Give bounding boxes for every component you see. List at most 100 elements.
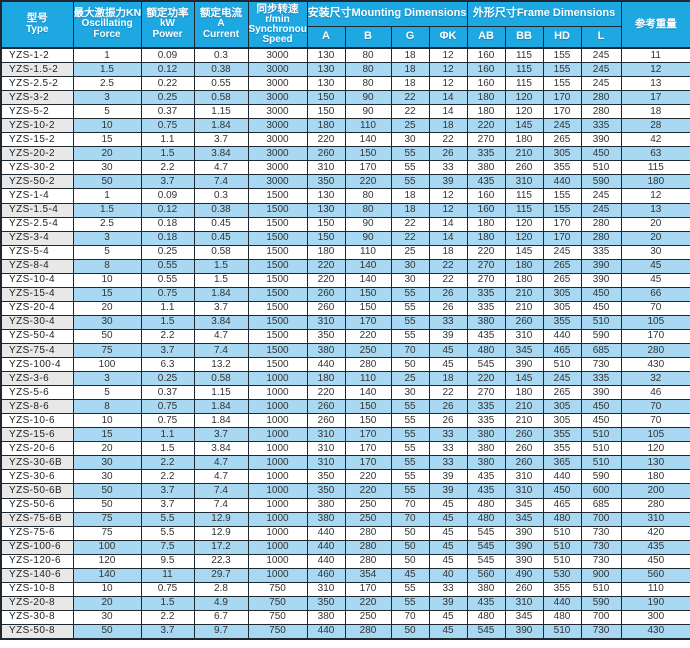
cell-value: 490 (504, 567, 544, 583)
cell-value: 435 (466, 595, 506, 611)
cell-value: 42 (620, 132, 690, 148)
cell-type: YZS-75-4 (0, 342, 74, 359)
cell-value: 30 (72, 469, 142, 485)
cell-value: 0.3 (193, 188, 249, 204)
cell-value: 345 (504, 609, 544, 625)
cell-value: 26 (428, 413, 468, 429)
cell-value: 365 (542, 455, 582, 471)
cell-value: 150 (344, 286, 392, 302)
cell-value: 1.84 (193, 399, 249, 415)
cell-value: 1000 (247, 399, 308, 415)
cell-type: YZS-3-4 (0, 230, 74, 246)
cell-value: 220 (306, 132, 346, 148)
cell-value: 3.7 (140, 623, 195, 640)
cell-value: 55 (390, 146, 430, 162)
cell-value: 22 (428, 132, 468, 148)
cell-value: 900 (580, 567, 622, 583)
cell-value: 3000 (247, 62, 308, 78)
cell-value: 12 (428, 76, 468, 92)
cell-value: 130 (306, 76, 346, 92)
cell-value: 180 (466, 230, 506, 246)
cell-value: 1500 (247, 300, 308, 316)
cell-value: 3 (72, 90, 142, 106)
cell-value: 180 (504, 385, 544, 401)
table-row: YZS-1-2 1 0.09 0.3 3000 130 80 18 12 160 115 155 245… (0, 47, 690, 64)
cell-value: 265 (542, 258, 582, 274)
header-current: 额定电流 A Current (193, 0, 249, 49)
cell-value: 750 (247, 581, 308, 597)
cell-value: 20 (72, 146, 142, 162)
cell-value: 2.2 (140, 609, 195, 625)
cell-value: 685 (580, 497, 622, 513)
cell-value: 50 (72, 623, 142, 640)
cell-value: 545 (466, 357, 506, 373)
cell-value: 1500 (247, 286, 308, 302)
cell-value: 25 (390, 118, 430, 134)
cell-value: 0.55 (140, 258, 195, 274)
cell-value: 480 (542, 511, 582, 527)
cell-value: 55 (390, 441, 430, 457)
cell-value: 220 (344, 328, 392, 344)
cell-value: 30 (390, 385, 430, 401)
cell-value: 280 (580, 104, 622, 120)
cell-value: 380 (466, 427, 506, 443)
cell-type: YZS-10-2 (0, 118, 74, 134)
cell-value: 120 (504, 216, 544, 232)
header-col-g: G (390, 26, 430, 49)
cell-value: 70 (390, 609, 430, 625)
cell-value: 380 (306, 609, 346, 625)
cell-value: 39 (428, 469, 468, 485)
cell-value: 2.2 (140, 469, 195, 485)
cell-value: 220 (344, 483, 392, 499)
cell-value: 0.37 (140, 385, 195, 401)
header-col-bb: BB (504, 26, 544, 49)
header-speed-zh: 同步转速 (256, 3, 299, 16)
cell-value: 2.2 (140, 328, 195, 344)
cell-value: 170 (344, 427, 392, 443)
cell-value: 2.2 (140, 455, 195, 471)
cell-value: 335 (466, 286, 506, 302)
header-speed-en1: Synchronous (248, 23, 307, 35)
cell-value: 2.2 (140, 160, 195, 176)
cell-value: 30 (72, 314, 142, 330)
header-power-en: Power (152, 29, 183, 41)
cell-value: 450 (580, 399, 622, 415)
cell-value: 270 (466, 258, 506, 274)
cell-value: 435 (466, 483, 506, 499)
cell-value: 33 (428, 314, 468, 330)
cell-value: 7.4 (193, 342, 249, 359)
cell-value: 245 (580, 47, 622, 64)
cell-value: 10 (72, 581, 142, 597)
cell-value: 26 (428, 146, 468, 162)
cell-value: 0.25 (140, 90, 195, 106)
cell-value: 260 (306, 413, 346, 429)
cell-value: 155 (542, 76, 582, 92)
cell-value: 180 (306, 118, 346, 134)
cell-value: 115 (620, 160, 690, 176)
cell-value: 15 (72, 132, 142, 148)
cell-value: 110 (344, 371, 392, 387)
cell-value: 18 (620, 104, 690, 120)
cell-type: YZS-8-4 (0, 258, 74, 274)
cell-type: YZS-50-2 (0, 174, 74, 190)
header-current-unit: A (217, 18, 225, 30)
cell-value: 3000 (247, 132, 308, 148)
header-mounting-dimensions: 安装尺寸Mounting Dimensions (306, 0, 468, 27)
cell-value: 170 (542, 104, 582, 120)
cell-value: 245 (542, 371, 582, 387)
cell-value: 155 (542, 202, 582, 218)
cell-value: 270 (466, 132, 506, 148)
cell-value: 6.7 (193, 609, 249, 625)
cell-value: 45 (428, 511, 468, 527)
cell-value: 1.5 (193, 272, 249, 288)
cell-value: 460 (306, 567, 346, 583)
cell-value: 45 (428, 609, 468, 625)
cell-value: 380 (466, 581, 506, 597)
cell-value: 220 (344, 469, 392, 485)
cell-value: 480 (466, 497, 506, 513)
cell-value: 1500 (247, 328, 308, 344)
cell-value: 270 (466, 272, 506, 288)
cell-value: 1000 (247, 483, 308, 499)
cell-value: 105 (620, 427, 690, 443)
cell-value: 30 (72, 609, 142, 625)
